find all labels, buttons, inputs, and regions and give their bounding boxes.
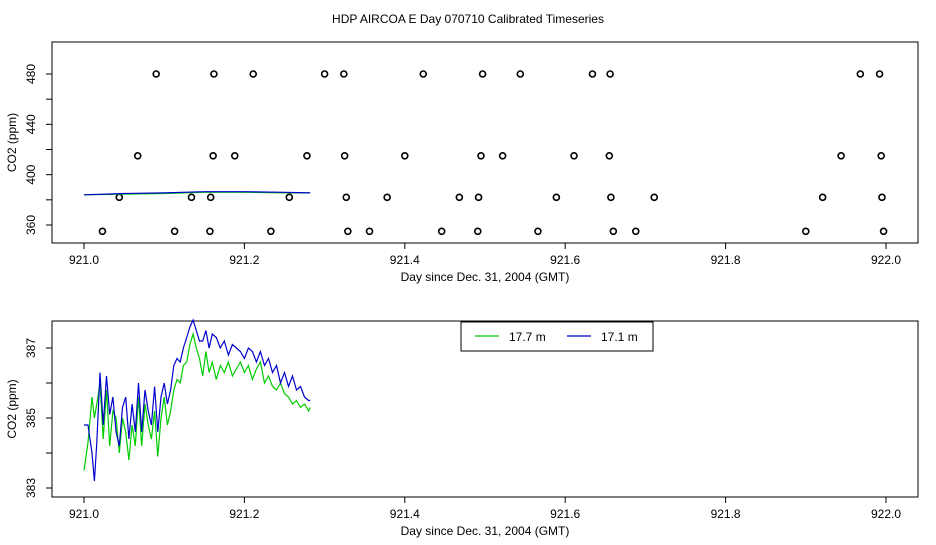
data-point [605, 151, 614, 160]
x-tick-label: 921.6 [550, 253, 580, 267]
x-tick-label: 921.2 [229, 253, 259, 267]
data-point [209, 151, 217, 160]
legend: 17.7 m 17.1 m [460, 321, 654, 352]
data-point [419, 70, 428, 78]
series-line-17-1-m [83, 191, 311, 196]
x-tick-label: 922.0 [871, 253, 901, 267]
data-point [856, 70, 865, 78]
data-point [650, 193, 659, 202]
x-tick-label: 921.8 [711, 253, 741, 267]
data-point [534, 227, 542, 236]
data-point [133, 151, 142, 160]
data-point [474, 193, 483, 202]
data-point [340, 70, 348, 78]
data-point [875, 70, 884, 78]
data-point [498, 151, 507, 160]
data-point [267, 227, 275, 236]
plot-frame [51, 320, 919, 498]
data-point [801, 227, 810, 236]
series-line-17-7-m [83, 331, 311, 471]
data-point [478, 70, 487, 78]
data-point [879, 227, 888, 236]
data-point [303, 151, 311, 160]
data-point [285, 193, 294, 202]
data-point [606, 70, 614, 78]
data-point [837, 151, 845, 160]
data-point [570, 151, 578, 160]
data-point [631, 227, 640, 236]
data-point [477, 151, 485, 160]
y-tick-label: 400 [24, 164, 38, 184]
data-point [320, 70, 329, 78]
x-tick-label: 921.8 [711, 507, 741, 521]
y-tick-label: 360 [24, 215, 38, 235]
x-tick-label: 921.4 [390, 507, 420, 521]
data-point [516, 70, 525, 78]
y-tick-label: 440 [24, 114, 38, 134]
data-point [383, 193, 391, 202]
data-point [206, 193, 215, 202]
x-tick-label: 921.4 [390, 253, 420, 267]
legend-label: 17.1 m [601, 330, 638, 344]
x-tick-label: 921.0 [69, 253, 99, 267]
data-point [342, 193, 351, 202]
data-point [607, 193, 615, 202]
data-point [210, 70, 218, 78]
y-axis-label: CO2 (ppm) [5, 379, 19, 438]
data-point [98, 227, 107, 236]
series-line-17-1-m [84, 318, 311, 482]
data-point [365, 227, 374, 236]
data-point [455, 193, 464, 202]
data-point [170, 227, 179, 236]
y-tick-label: 383 [24, 478, 38, 498]
y-tick-label: 387 [24, 338, 38, 358]
data-point [340, 151, 349, 160]
data-point [473, 227, 482, 236]
top-panel: 921.0 921.2 921.4 921.6 921.8 922.0 Day since … [5, 41, 919, 284]
y-tick-label: 480 [24, 64, 38, 84]
x-tick-label: 922.0 [871, 507, 901, 521]
data-point [609, 227, 618, 236]
chart-title: HDP AIRCOA E Day 070710 Calibrated Times… [332, 12, 604, 26]
plot-frame [51, 41, 919, 244]
data-point [187, 193, 196, 202]
data-point [152, 70, 160, 78]
bottom-panel: 921.0 921.2 921.4 921.6 921.8 922.0 Day since … [5, 318, 919, 538]
x-tick-label: 921.2 [229, 507, 259, 521]
data-point [877, 151, 885, 160]
data-point [344, 227, 352, 236]
data-point [115, 193, 124, 202]
data-point [249, 70, 258, 78]
data-point [206, 227, 214, 236]
data-point [818, 193, 827, 202]
data-point [437, 227, 446, 236]
y-axis-label: CO2 (ppm) [5, 113, 19, 172]
x-tick-label: 921.6 [550, 507, 580, 521]
data-point [400, 151, 409, 160]
y-tick-label: 385 [24, 408, 38, 428]
data-point [878, 193, 886, 202]
x-axis-label: Day since Dec. 31, 2004 (GMT) [401, 524, 570, 538]
x-tick-label: 921.0 [69, 507, 99, 521]
data-point [552, 193, 561, 202]
x-axis-label: Day since Dec. 31, 2004 (GMT) [401, 270, 570, 284]
data-point [230, 151, 239, 160]
data-point [588, 70, 597, 78]
legend-label: 17.7 m [509, 330, 546, 344]
